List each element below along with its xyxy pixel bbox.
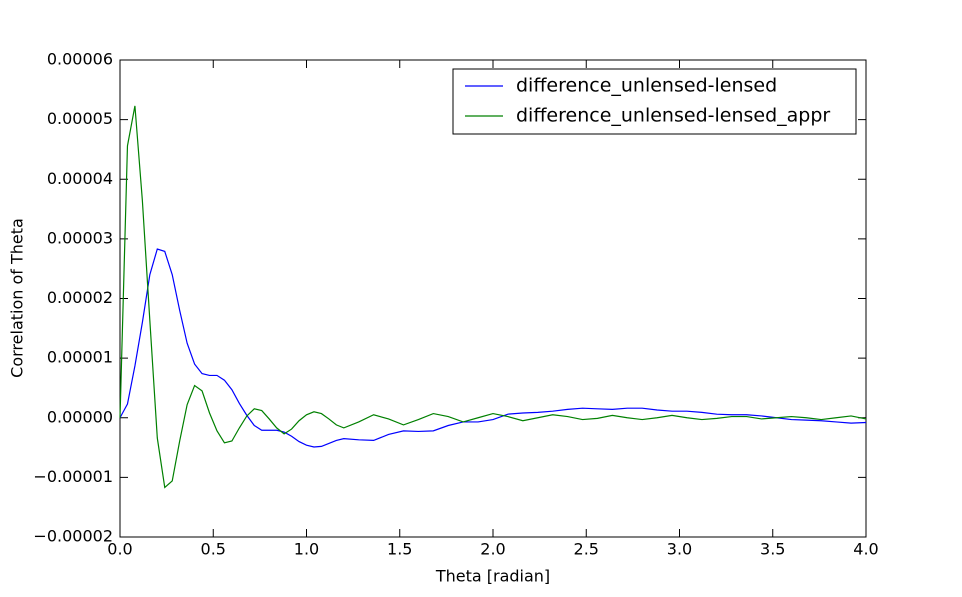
x-axis-label: Theta [radian] — [435, 567, 550, 586]
legend-label: difference_unlensed-lensed — [516, 75, 777, 97]
y-tick-label: 0.00000 — [47, 407, 113, 426]
y-tick-label: 0.00006 — [47, 50, 113, 69]
x-tick-label: 3.0 — [667, 540, 692, 559]
data-line — [119, 105, 867, 489]
y-tick-label: 0.00001 — [47, 348, 113, 367]
x-tick-label: 2.5 — [574, 540, 599, 559]
y-axis-label: Correlation of Theta — [8, 218, 27, 378]
x-tick-label: 0.0 — [107, 540, 132, 559]
x-tick-label: 4.0 — [853, 540, 878, 559]
x-tick-label: 2.0 — [480, 540, 505, 559]
y-tick-label: 0.00003 — [47, 228, 113, 247]
legend-label: difference_unlensed-lensed_appr — [516, 105, 830, 127]
y-tick-label: −0.00002 — [33, 527, 113, 546]
x-tick-label: 3.5 — [760, 540, 785, 559]
y-tick-label: 0.00005 — [47, 109, 113, 128]
y-tick-label: −0.00001 — [33, 467, 113, 486]
legend-box — [452, 68, 857, 135]
data-line — [119, 248, 867, 448]
x-tick-label: 1.5 — [387, 540, 412, 559]
x-tick-label: 1.0 — [294, 540, 319, 559]
y-tick-label: 0.00002 — [47, 288, 113, 307]
y-tick-label: 0.00004 — [47, 169, 113, 188]
x-tick-label: 0.5 — [201, 540, 226, 559]
